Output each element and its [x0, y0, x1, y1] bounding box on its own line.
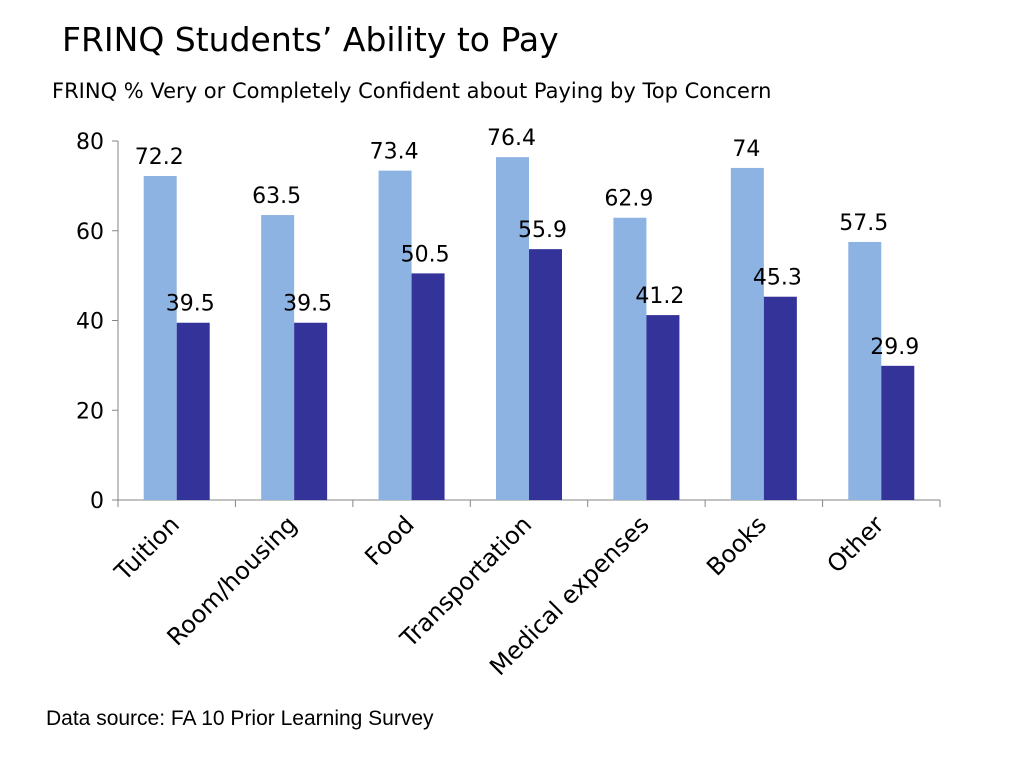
bar-series-1: [613, 217, 647, 500]
data-label: 62.9: [604, 187, 653, 212]
bar-series-2: [763, 296, 797, 500]
data-label: 50.5: [401, 242, 450, 267]
y-tick-label: 20: [76, 399, 104, 424]
bar-series-2: [176, 322, 210, 500]
bar-series-1: [261, 215, 295, 500]
y-tick-label: 0: [90, 489, 104, 514]
bar-series-1: [143, 176, 177, 500]
category-label: Food: [359, 510, 420, 571]
y-tick-label: 80: [76, 130, 104, 155]
data-label: 29.9: [870, 335, 919, 360]
data-label: 39.5: [283, 292, 332, 317]
data-label: 73.4: [370, 140, 419, 165]
data-label: 57.5: [839, 211, 888, 236]
category-label: Tuition: [109, 510, 185, 586]
bar-series-2: [881, 365, 915, 500]
data-labels: 72.2 39.5 63.5 39.5 73.4 50.5 76.4 55.9 62.9 41.2…: [135, 126, 920, 360]
data-label: 63.5: [252, 184, 301, 209]
data-label: 72.2: [135, 145, 184, 170]
x-axis: [117, 499, 941, 507]
bar-series-1: [848, 241, 882, 500]
data-label: 45.3: [753, 266, 802, 291]
data-label: 76.4: [487, 126, 536, 151]
y-tick-label: 60: [76, 220, 104, 245]
data-label: 41.2: [635, 284, 684, 309]
chart-subtitle: FRINQ % Very or Completely Confident abo…: [52, 79, 772, 103]
bar-series-2: [411, 273, 445, 500]
data-label: 55.9: [518, 218, 567, 243]
data-source-note: Data source: FA 10 Prior Learning Survey: [46, 707, 434, 730]
data-label: 39.5: [166, 292, 215, 317]
y-axis: 0 20 40 60 80: [76, 130, 119, 514]
category-label: Books: [701, 510, 772, 581]
data-label: 74: [732, 137, 760, 162]
bar-series-2: [646, 315, 680, 500]
bar-series-1: [730, 167, 764, 501]
bars: [143, 157, 915, 501]
bar-series-1: [378, 170, 412, 500]
slide-title: FRINQ Students’ Ability to Pay: [62, 20, 559, 59]
bar-series-1: [496, 157, 529, 500]
y-tick-label: 40: [76, 310, 104, 335]
category-label: Other: [822, 510, 890, 578]
bar-series-2: [529, 249, 562, 500]
bar-series-2: [294, 322, 328, 500]
